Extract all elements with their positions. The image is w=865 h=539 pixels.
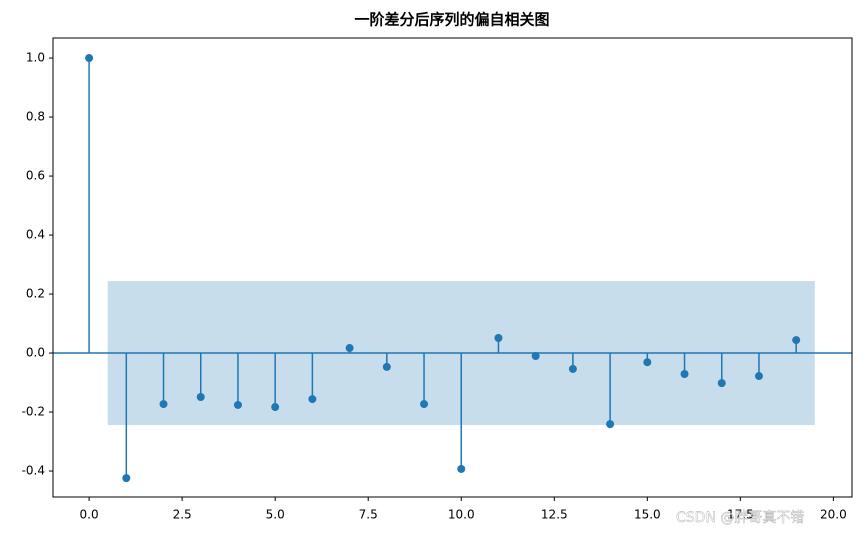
y-tick-label: 0.0 xyxy=(26,346,45,360)
x-tick-label: 17.5 xyxy=(727,508,754,522)
marker xyxy=(792,336,801,345)
marker xyxy=(85,54,94,63)
chart-title: 一阶差分后序列的偏自相关图 xyxy=(354,11,549,29)
marker xyxy=(606,420,615,429)
marker xyxy=(382,362,391,371)
x-tick-label: 20.0 xyxy=(820,508,847,522)
marker xyxy=(717,379,726,388)
x-tick-label: 12.5 xyxy=(541,508,568,522)
y-tick-label: 1.0 xyxy=(26,51,45,65)
marker xyxy=(568,364,577,373)
watermark: CSDN @胖哥真不错 xyxy=(676,510,804,526)
marker xyxy=(308,395,317,404)
marker xyxy=(754,372,763,381)
marker xyxy=(271,403,280,412)
marker xyxy=(643,358,652,367)
y-tick-label: 0.2 xyxy=(26,287,45,301)
marker xyxy=(159,400,168,409)
marker xyxy=(233,400,242,409)
x-tick-label: 5.0 xyxy=(266,508,285,522)
marker xyxy=(494,334,503,343)
x-tick-label: 15.0 xyxy=(634,508,661,522)
y-tick-label: 0.6 xyxy=(26,169,45,183)
marker xyxy=(531,351,540,360)
x-tick-label: 2.5 xyxy=(173,508,192,522)
x-tick-label: 7.5 xyxy=(359,508,378,522)
marker xyxy=(122,474,131,483)
y-tick-label: -0.2 xyxy=(22,405,45,419)
y-tick-label: -0.4 xyxy=(22,464,45,478)
x-tick-label: 10.0 xyxy=(448,508,475,522)
x-tick-label: 0.0 xyxy=(80,508,99,522)
plot-frame xyxy=(52,37,853,498)
marker xyxy=(196,392,205,401)
marker xyxy=(457,464,466,473)
y-tick-label: 0.4 xyxy=(26,228,45,242)
marker xyxy=(680,369,689,378)
marker xyxy=(420,400,429,409)
y-tick-label: 0.8 xyxy=(26,110,45,124)
marker xyxy=(345,344,354,353)
